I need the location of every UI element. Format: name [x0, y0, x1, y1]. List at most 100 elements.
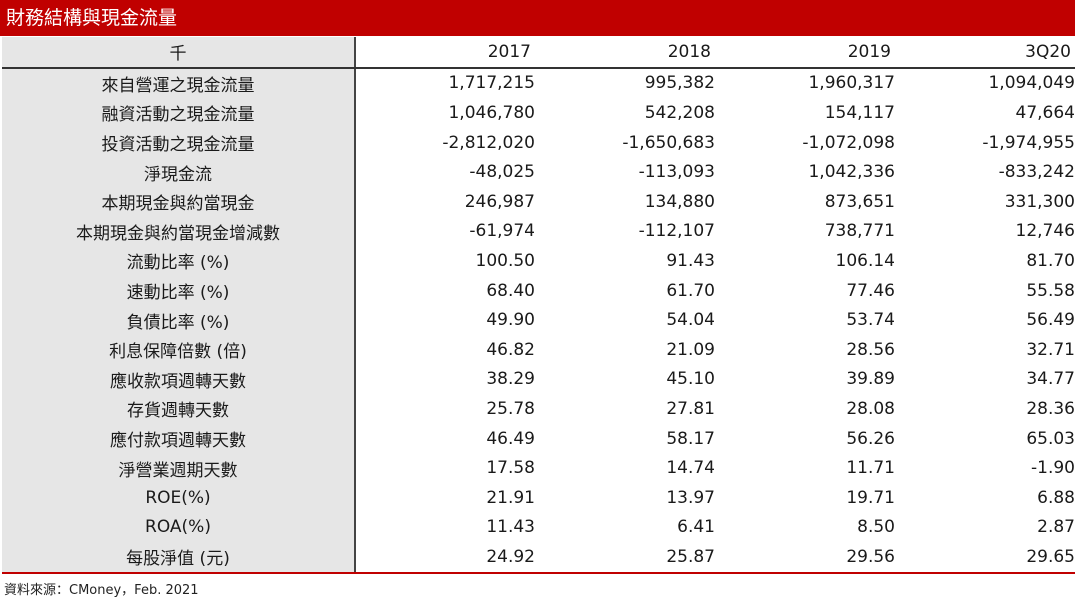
table-row: 每股淨值 (元) 24.92 25.87 29.56 29.65: [2, 542, 1075, 574]
value-cell: 6.41: [677, 517, 715, 538]
table-body: 來自營運之現金流量 1,717,215 995,382 1,960,317 1,094,…: [2, 67, 1075, 574]
value-cell: 29.56: [715, 542, 895, 574]
value-cell: 2.87: [1037, 517, 1075, 538]
value-cell: 47,664: [1015, 102, 1075, 123]
table-row: 本期現金與約當現金 246,987 134,880 873,651 331,300: [2, 186, 1075, 217]
value-cell: 1,046,780: [448, 102, 535, 123]
value-cell: 19.71: [846, 487, 895, 508]
table-row: 存貨週轉天數 25.78 27.81 28.08 28.36: [2, 394, 1075, 424]
value-cell: 11.71: [846, 458, 895, 479]
value-cell: 8.50: [857, 517, 895, 538]
value-cell: 54.04: [666, 310, 715, 331]
financial-table: 千 2017 2018 2019 3Q20 來自營運之現金流量 1,717,215…: [2, 37, 1075, 574]
row-label: 融資活動之現金流量: [2, 98, 356, 128]
value-cell: 12,746: [1015, 221, 1075, 242]
value-cell: -1,072,098: [802, 132, 895, 153]
period-header: 2019: [715, 37, 895, 69]
value-cell: 14.74: [666, 458, 715, 479]
row-label: ROE(%): [2, 482, 356, 513]
value-cell: 91.43: [666, 250, 715, 271]
row-label: 速動比率 (%): [2, 275, 356, 306]
value-cell: -113,093: [638, 162, 715, 183]
period-header: 2018: [535, 37, 715, 69]
value-cell: 46.49: [486, 428, 535, 449]
table-title: 財務結構與現金流量: [0, 0, 1075, 36]
value-cell: 28.08: [846, 398, 895, 419]
value-cell: 17.58: [486, 458, 535, 479]
value-cell: 11.43: [486, 517, 535, 538]
value-cell: 6.88: [1037, 487, 1075, 508]
value-cell: 58.17: [666, 428, 715, 449]
row-label: 流動比率 (%): [2, 246, 356, 276]
value-cell: 331,300: [1004, 191, 1075, 212]
value-cell: 65.03: [1026, 428, 1075, 449]
table-row: 應收款項週轉天數 38.29 45.10 39.89 34.77: [2, 364, 1075, 395]
value-cell: 55.58: [1026, 280, 1075, 301]
source-note: 資料來源：CMoney，Feb. 2021: [4, 583, 199, 598]
value-cell: 61.70: [666, 280, 715, 301]
table-row: 流動比率 (%) 100.50 91.43 106.14 81.70: [2, 246, 1075, 276]
value-cell: 1,094,049: [988, 73, 1075, 94]
period-header: 2017: [355, 37, 535, 69]
value-cell: -1,650,683: [622, 132, 715, 153]
value-cell: 46.82: [486, 339, 535, 360]
table-row: 本期現金與約當現金增減數 -61,974 -112,107 738,771 12,746: [2, 216, 1075, 247]
value-cell: 49.90: [486, 310, 535, 331]
value-cell: 38.29: [486, 369, 535, 390]
value-cell: 45.10: [666, 369, 715, 390]
row-label: 應收款項週轉天數: [2, 364, 356, 395]
value-cell: 56.26: [846, 428, 895, 449]
row-label: 淨現金流: [2, 157, 356, 187]
table-row: 淨現金流 -48,025 -113,093 1,042,336 -833,242: [2, 157, 1075, 187]
table-row: 應付款項週轉天數 46.49 58.17 56.26 65.03: [2, 423, 1075, 454]
value-cell: 13.97: [666, 487, 715, 508]
value-cell: -61,974: [469, 221, 535, 242]
value-cell: 28.36: [1026, 398, 1075, 419]
value-cell: 246,987: [464, 191, 535, 212]
value-cell: 738,771: [824, 221, 895, 242]
value-cell: 68.40: [486, 280, 535, 301]
table-row: 融資活動之現金流量 1,046,780 542,208 154,117 47,664: [2, 98, 1075, 128]
value-cell: 1,960,317: [808, 73, 895, 94]
row-label: ROA(%): [2, 512, 356, 543]
value-cell: 154,117: [824, 102, 895, 123]
value-cell: 34.77: [1026, 369, 1075, 390]
row-label: 來自營運之現金流量: [2, 67, 356, 99]
value-cell: 1,717,215: [448, 73, 535, 94]
table-row: 利息保障倍數 (倍) 46.82 21.09 28.56 32.71: [2, 334, 1075, 365]
value-cell: 27.81: [666, 398, 715, 419]
value-cell: -1,974,955: [982, 132, 1075, 153]
row-label: 存貨週轉天數: [2, 394, 356, 424]
value-cell: 28.56: [846, 339, 895, 360]
value-cell: 25.87: [535, 542, 715, 574]
row-label: 每股淨值 (元): [2, 542, 356, 574]
value-cell: -2,812,020: [442, 132, 535, 153]
value-cell: 56.49: [1026, 310, 1075, 331]
value-cell: 21.91: [486, 487, 535, 508]
value-cell: 542,208: [644, 102, 715, 123]
table-row: 負債比率 (%) 49.90 54.04 53.74 56.49: [2, 305, 1075, 335]
row-label: 利息保障倍數 (倍): [2, 334, 356, 365]
row-label: 應付款項週轉天數: [2, 423, 356, 454]
value-cell: 134,880: [644, 191, 715, 212]
value-cell: -1.90: [1031, 458, 1075, 479]
table-row: 速動比率 (%) 68.40 61.70 77.46 55.58: [2, 275, 1075, 306]
value-cell: 995,382: [644, 73, 715, 94]
value-cell: 25.78: [486, 398, 535, 419]
value-cell: 53.74: [846, 310, 895, 331]
value-cell: 21.09: [666, 339, 715, 360]
row-label: 負債比率 (%): [2, 305, 356, 335]
value-cell: 100.50: [475, 250, 535, 271]
value-cell: 77.46: [846, 280, 895, 301]
value-cell: 29.65: [895, 542, 1075, 574]
value-cell: -833,242: [998, 162, 1075, 183]
value-cell: 39.89: [846, 369, 895, 390]
table-row: 淨營業週期天數 17.58 14.74 11.71 -1.90: [2, 453, 1075, 483]
header-row: 千 2017 2018 2019 3Q20: [2, 37, 1075, 69]
period-header: 3Q20: [895, 37, 1075, 69]
table-row: ROE(%) 21.91 13.97 19.71 6.88: [2, 482, 1075, 513]
value-cell: 81.70: [1026, 250, 1075, 271]
value-cell: 873,651: [824, 191, 895, 212]
value-cell: -48,025: [469, 162, 535, 183]
value-cell: 32.71: [1026, 339, 1075, 360]
